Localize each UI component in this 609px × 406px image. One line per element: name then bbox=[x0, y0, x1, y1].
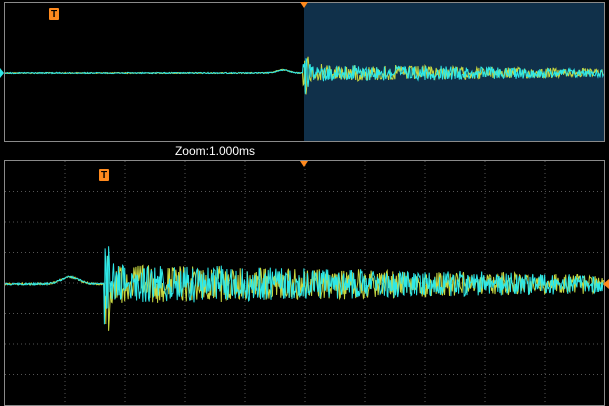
trigger-position bbox=[300, 2, 308, 8]
trace bbox=[4, 246, 604, 325]
zoom-label: Zoom:1.000ms bbox=[175, 144, 255, 158]
trace bbox=[4, 58, 604, 94]
trigger-label: T bbox=[101, 170, 107, 181]
channel-marker bbox=[0, 68, 4, 78]
trigger-position bbox=[300, 161, 308, 167]
trigger-marker bbox=[99, 169, 109, 181]
level-marker bbox=[603, 279, 609, 289]
overview-waveform bbox=[4, 56, 604, 95]
grid bbox=[5, 161, 604, 405]
zoom-waveform bbox=[4, 246, 604, 331]
overview-left bbox=[4, 2, 304, 141]
trigger-marker bbox=[49, 8, 59, 20]
trigger-label: T bbox=[51, 9, 57, 20]
